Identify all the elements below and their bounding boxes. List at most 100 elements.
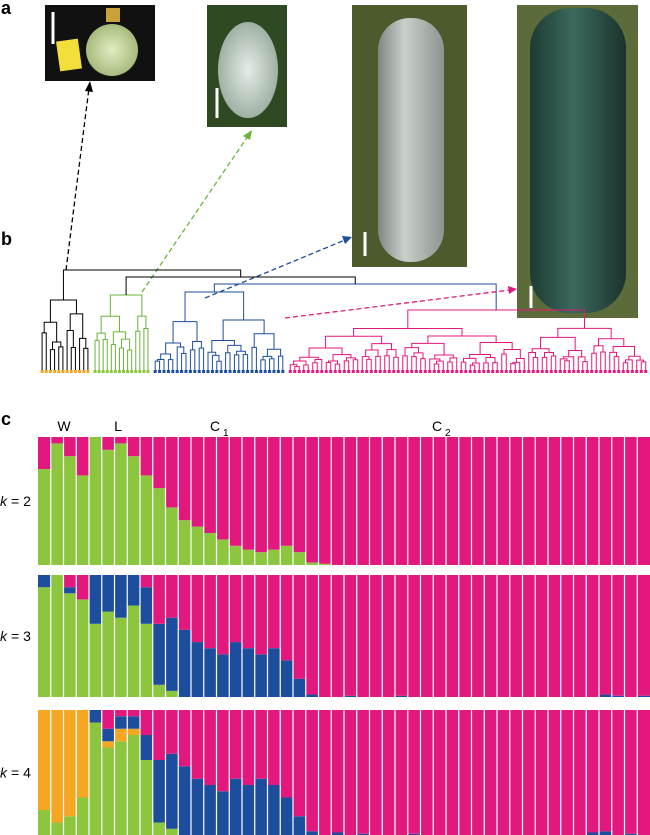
bar-segment xyxy=(522,710,536,835)
bar-segment xyxy=(254,437,268,553)
bar-segment xyxy=(407,710,421,834)
branch xyxy=(222,319,265,341)
branch xyxy=(365,349,379,357)
branch xyxy=(312,362,318,370)
bar-segment xyxy=(420,437,434,565)
y-label-var: k xyxy=(0,493,8,509)
leaf xyxy=(184,370,188,373)
branch xyxy=(303,364,309,370)
bar-segment xyxy=(637,695,650,697)
bar-segment xyxy=(101,710,115,729)
bar-segment xyxy=(203,710,217,785)
bar-segment xyxy=(38,469,51,565)
arrowhead xyxy=(243,130,252,140)
branch xyxy=(233,354,240,370)
leaf xyxy=(428,370,432,373)
branch xyxy=(346,357,356,361)
bar-segment xyxy=(356,710,370,834)
arrowhead xyxy=(342,236,352,244)
leaf xyxy=(250,370,254,373)
bar-segment xyxy=(203,533,217,565)
leaf xyxy=(166,370,170,373)
fruit xyxy=(86,24,138,76)
bar-segment xyxy=(599,575,612,695)
group-label-sub: 1 xyxy=(223,428,229,439)
bar-segment xyxy=(50,575,64,697)
bar-segment xyxy=(599,437,612,565)
bar-segment xyxy=(63,710,77,817)
bar-segment xyxy=(318,437,332,564)
branch xyxy=(622,362,629,370)
leaf xyxy=(311,370,315,373)
bar-segment xyxy=(203,648,217,697)
bar-segment xyxy=(152,822,166,835)
branch xyxy=(343,360,350,370)
bar-segment xyxy=(293,710,306,817)
structure-plots: W L C 1 C 2k = 2k = 3k = 4 xyxy=(0,418,650,835)
leaf xyxy=(527,370,531,373)
branch xyxy=(557,327,612,339)
branch xyxy=(628,355,641,361)
leaf xyxy=(40,370,44,373)
bar-segment xyxy=(127,437,140,457)
branch xyxy=(41,332,47,370)
leaf xyxy=(432,370,436,373)
branch xyxy=(544,351,554,358)
leaf xyxy=(612,370,616,373)
bar-segment xyxy=(471,575,485,697)
branch xyxy=(640,361,647,370)
leaf xyxy=(197,370,201,373)
branch xyxy=(216,360,222,370)
bar-segment xyxy=(140,575,153,588)
bar-segment xyxy=(101,728,115,742)
leaf xyxy=(175,370,179,373)
bar-segment xyxy=(242,437,255,550)
leaf xyxy=(468,370,472,373)
leaf xyxy=(188,370,192,373)
bar-segment xyxy=(344,575,357,696)
bar-segment xyxy=(471,710,485,835)
bar-segment xyxy=(114,728,128,742)
leaf xyxy=(117,370,121,373)
bar-segment xyxy=(535,710,548,835)
branch xyxy=(184,291,245,322)
branch xyxy=(366,358,372,370)
leaf xyxy=(219,370,223,373)
bar-segment xyxy=(165,617,179,691)
leaf xyxy=(599,370,603,373)
bar-segment xyxy=(305,710,319,832)
bar-segment xyxy=(38,437,51,469)
branch xyxy=(492,362,498,370)
leaf xyxy=(365,370,369,373)
branch xyxy=(52,341,62,350)
branch xyxy=(512,361,521,370)
branch xyxy=(334,363,341,370)
bar-segment xyxy=(254,778,268,835)
branch xyxy=(181,353,187,370)
bar-segment xyxy=(548,575,561,697)
fruit xyxy=(218,22,278,118)
leaf xyxy=(369,370,373,373)
leaf xyxy=(554,370,558,373)
bar-segment xyxy=(318,575,332,697)
leaf xyxy=(459,370,463,373)
branch xyxy=(375,355,381,370)
bar-segment xyxy=(599,831,612,835)
leaf xyxy=(324,370,328,373)
leaf xyxy=(237,370,241,373)
branch xyxy=(609,351,617,370)
leaf xyxy=(206,370,210,373)
leaf xyxy=(464,370,468,373)
bar-segment xyxy=(178,575,191,630)
branch xyxy=(613,356,620,370)
bar-segment xyxy=(369,437,383,565)
bar-segment xyxy=(637,437,650,565)
branch xyxy=(156,358,165,370)
bar-segment xyxy=(560,710,574,835)
leaf xyxy=(342,370,346,373)
branch xyxy=(531,348,550,353)
leaf xyxy=(518,370,522,373)
bar-segment xyxy=(101,741,115,748)
leaf xyxy=(329,370,333,373)
